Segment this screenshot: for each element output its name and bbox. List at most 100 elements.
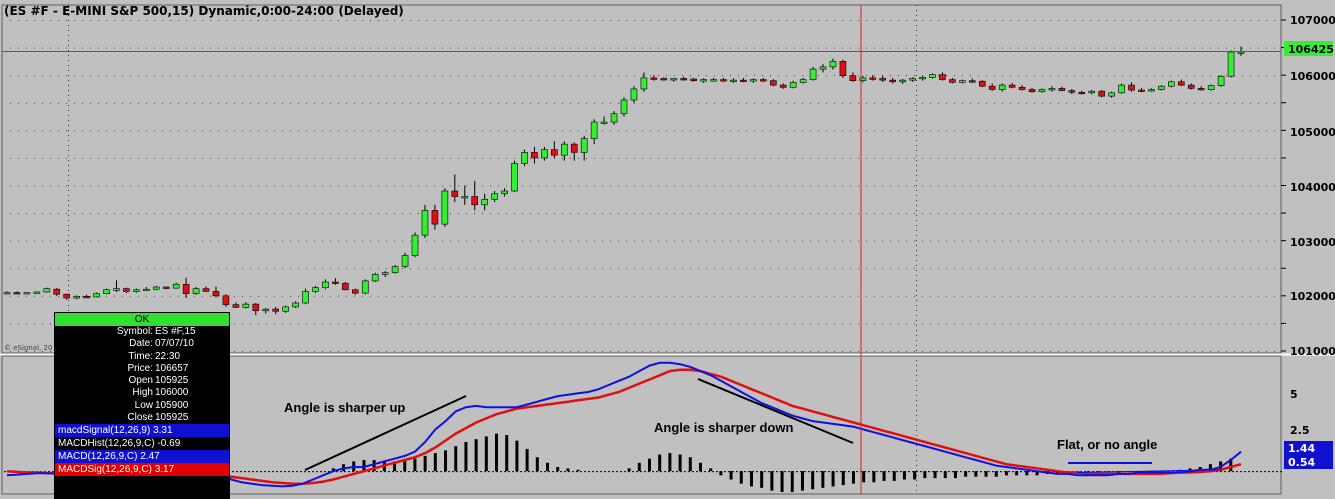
grid-dot <box>802 47 803 49</box>
cursor-window[interactable]: OK Symbol: ES #F,15 Date: 07/07/10 Time: 22… <box>54 312 230 499</box>
grid-dot <box>778 47 779 49</box>
zero-line-dash <box>636 471 638 473</box>
grid-dot <box>666 102 667 104</box>
price-pane[interactable] <box>1 4 1282 491</box>
grid-dot <box>570 75 571 77</box>
candle-body <box>1138 89 1145 92</box>
grid-dot <box>874 75 875 77</box>
grid-dot <box>738 157 739 159</box>
grid-dot <box>618 130 619 132</box>
grid-dot <box>1242 75 1243 77</box>
grid-dot <box>338 20 339 21</box>
candle-body <box>889 79 896 83</box>
zero-line-dash <box>632 471 634 473</box>
grid-dot <box>306 185 307 187</box>
grid-dot <box>354 240 355 242</box>
grid-dot <box>1250 20 1251 21</box>
grid-dot <box>618 47 619 49</box>
grid-dot <box>1178 47 1179 49</box>
grid-dot <box>754 351 755 352</box>
grid-dot <box>674 213 675 215</box>
grid-dot <box>730 213 731 215</box>
grid-dot <box>538 295 539 297</box>
grid-dot <box>1186 351 1187 352</box>
grid-dot <box>1106 75 1107 77</box>
zero-line-dash <box>992 471 994 473</box>
grid-dot <box>10 295 11 297</box>
grid-dot <box>818 268 819 270</box>
grid-dot <box>234 351 235 352</box>
grid-dot <box>1098 102 1099 104</box>
grid-dot <box>802 130 803 132</box>
grid-dot <box>698 295 699 297</box>
grid-dot <box>802 157 803 159</box>
grid-dot <box>434 295 435 297</box>
grid-dot <box>1058 157 1059 159</box>
grid-dot <box>1050 157 1051 159</box>
zero-line-dash <box>1008 471 1010 473</box>
grid-dot <box>226 102 227 104</box>
zero-line-dash <box>380 471 382 473</box>
grid-vline-dot <box>916 260 917 261</box>
grid-vline-dot <box>68 305 69 306</box>
grid-dot <box>1250 47 1251 49</box>
grid-vline-dot <box>68 265 69 266</box>
zero-line-dash <box>1228 471 1230 473</box>
grid-dot <box>858 75 859 77</box>
grid-dot <box>570 351 571 352</box>
grid-dot <box>1026 185 1027 187</box>
grid-dot <box>82 295 83 297</box>
grid-dot <box>786 185 787 187</box>
grid-dot <box>578 323 579 325</box>
grid-dot <box>234 295 235 297</box>
candle-body <box>352 289 359 294</box>
grid-dot <box>1154 240 1155 242</box>
candle-body <box>152 286 160 290</box>
grid-dot <box>562 102 563 104</box>
grid-dot <box>506 20 507 21</box>
grid-dot <box>610 157 611 159</box>
grid-dot <box>1066 323 1067 325</box>
zero-line-dash <box>508 471 510 473</box>
zero-line-dash <box>392 471 394 473</box>
grid-dot <box>586 323 587 325</box>
grid-vline-dot <box>916 265 917 266</box>
grid-dot <box>978 268 979 270</box>
grid-dot <box>1186 75 1187 77</box>
grid-dot <box>978 185 979 187</box>
grid-dot <box>610 75 611 77</box>
zero-line-dash <box>456 471 458 473</box>
ok-button[interactable]: OK <box>55 313 229 326</box>
grid-dot <box>42 47 43 49</box>
grid-dot <box>1090 47 1091 49</box>
grid-dot <box>362 323 363 325</box>
grid-vline-dot <box>916 150 917 151</box>
grid-dot <box>170 295 171 297</box>
grid-dot <box>1210 157 1211 159</box>
grid-dot <box>658 157 659 159</box>
grid-dot <box>1154 130 1155 132</box>
grid-dot <box>1258 47 1259 49</box>
grid-dot <box>842 295 843 297</box>
grid-dot <box>1274 213 1275 215</box>
grid-dot <box>674 75 675 77</box>
grid-dot <box>746 75 747 77</box>
grid-dot <box>266 240 267 242</box>
grid-dot <box>386 102 387 104</box>
zero-line-dash <box>408 471 410 473</box>
macd-tick-2-5: 2.5 <box>1290 424 1310 437</box>
grid-dot <box>642 157 643 159</box>
grid-dot <box>1098 185 1099 187</box>
grid-dot <box>122 47 123 49</box>
grid-dot <box>842 240 843 242</box>
grid-dot <box>58 213 59 215</box>
grid-dot <box>290 102 291 104</box>
grid-dot <box>162 295 163 297</box>
grid-dot <box>466 102 467 104</box>
grid-dot <box>970 185 971 187</box>
grid-dot <box>754 240 755 242</box>
grid-dot <box>234 323 235 325</box>
grid-dot <box>978 102 979 104</box>
grid-dot <box>986 20 987 21</box>
